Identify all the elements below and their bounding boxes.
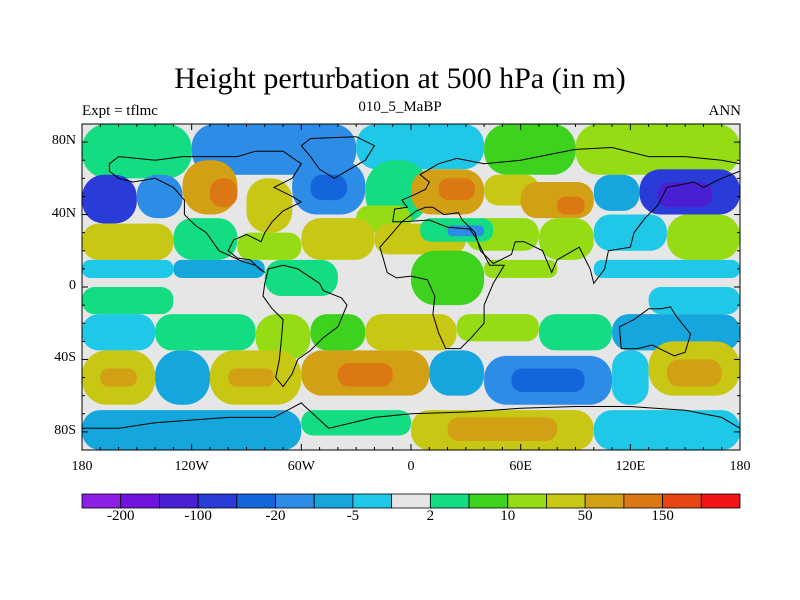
contour-patch [246,178,293,233]
coastline [108,150,303,273]
colorbar-tick-label: -200 [106,508,135,524]
colorbar-swatch [546,493,586,509]
colorbar-swatch [81,493,122,509]
latitude-tick-label: 80S [54,422,76,438]
chart-title: Height perturbation at 500 hPa (in m) [174,62,626,95]
colorbar-swatch [352,493,393,509]
axis-ticks [81,123,741,451]
colorbar-swatch [120,493,160,509]
coastline [379,219,506,350]
contour-patch [173,218,238,260]
contour-patch [237,232,302,260]
contour-patch [575,124,740,175]
colorbar-swatch [313,493,354,509]
contour-patch [82,174,137,224]
longitude-tick-label: 120W [174,459,209,474]
contour-patch [82,410,302,450]
colorbar-tick-label: 10 [500,508,516,524]
colorbar-tick-label: 150 [651,508,674,524]
colorbar-swatch [507,493,547,509]
latitude-tick-label: 80N [51,133,76,149]
contour-patch [593,174,640,211]
contour-field [82,124,740,450]
case-label: 010_5_MaBP [358,99,442,115]
colorbar-swatch [197,493,238,509]
colorbar-swatch [159,493,199,509]
contour-patch [310,314,366,351]
contour-patch [657,181,713,208]
contour-patch [511,368,585,393]
contour-patch [447,417,558,441]
contour-patch [173,259,265,278]
contour-patch [612,314,740,351]
contour-patch [82,287,174,315]
longitude-tick-label: 180 [71,459,93,474]
contour-patch [209,178,238,208]
coastline [300,136,376,179]
season-label: ANN [708,103,742,119]
contour-patch [173,287,238,315]
colorbar-swatch [391,493,431,509]
contour-patch [255,314,311,360]
coastline [392,146,741,285]
colorbar-swatch [584,493,625,509]
latitude-tick-label: 40N [51,205,76,221]
contour-patch [337,277,411,306]
coastline [82,402,741,429]
contour-patch [648,287,740,315]
longitude-tick-label: 60W [287,459,315,474]
contour-patch [612,350,649,405]
latitude-tick-label: 0 [69,278,76,293]
contour-patch [264,259,338,297]
contour-patch [365,314,457,351]
continent-outlines [82,136,741,429]
colorbar-swatch [700,493,741,509]
contour-patch [411,250,485,306]
contour-patch [438,178,475,201]
colorbar-swatch [236,493,276,509]
longitude-tick-label: 120E [615,459,646,474]
longitude-tick-label: 60E [509,459,532,474]
colorbar-swatch [662,493,702,509]
contour-patch [593,214,667,251]
coastline [262,264,348,388]
experiment-label: Expt = tflmc [82,103,158,119]
colorbar-tick-label: 50 [577,508,593,524]
contour-patch [666,359,722,387]
contour-patch [356,124,485,170]
coastline [618,306,692,357]
contour-patch [429,350,485,396]
longitude-tick-label: 0 [407,459,415,474]
contour-patch [337,363,393,387]
colorbar-swatch [429,493,470,509]
contour-patch [666,214,740,260]
contour-patch [82,314,156,351]
colorbar-tick-label: -20 [265,508,286,524]
colorbar-tick-label: -5 [346,508,360,524]
contour-patch [593,410,740,450]
contour-patch [82,259,174,278]
latitude-tick-label: 40S [54,350,76,366]
colorbar-tick-label: -100 [184,508,212,524]
contour-patch [310,174,348,201]
contour-patch [155,314,256,351]
contour-patch [484,259,558,278]
contour-patch [82,223,174,260]
contour-patch [456,314,539,342]
colorbar-swatch [275,493,315,509]
colorbar-tick-label: 2 [426,508,435,524]
longitude-tick-label: 180 [729,459,751,474]
colorbar-swatch [623,493,663,509]
contour-patch [228,368,274,387]
contour-patch [557,196,585,215]
colorbar-swatch [468,493,509,509]
contour-patch [593,259,740,278]
contour-patch [100,368,137,387]
contour-patch [155,350,210,405]
contour-patch [301,218,375,260]
contour-patch [136,174,183,219]
contour-patch [538,314,613,351]
